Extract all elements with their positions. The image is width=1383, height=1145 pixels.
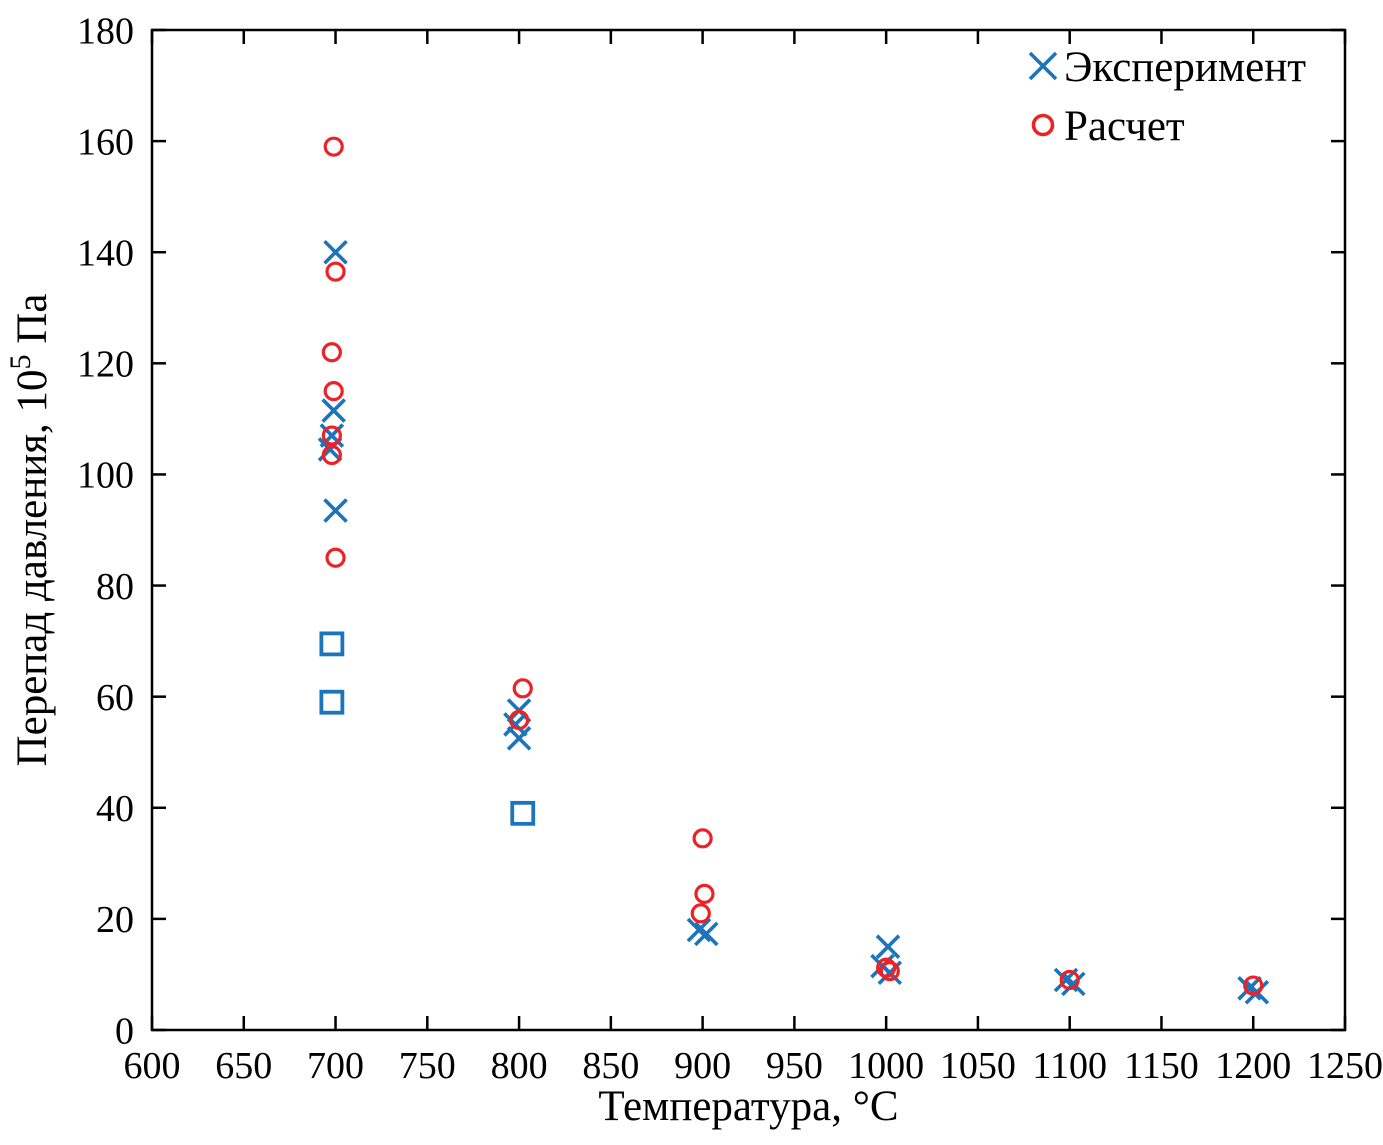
data-point xyxy=(692,828,713,849)
y-tick-label: 100 xyxy=(77,455,134,497)
x-tick-label: 850 xyxy=(582,1045,639,1087)
data-point xyxy=(323,136,344,157)
y-tick-label: 120 xyxy=(77,344,134,386)
x-tick-label: 900 xyxy=(674,1045,731,1087)
data-point xyxy=(1061,971,1086,997)
legend-item: Эксперимент xyxy=(1028,44,1306,91)
x-tick-label: 1000 xyxy=(848,1045,924,1087)
x-tick-label: 750 xyxy=(399,1045,456,1087)
y-tick-label: 40 xyxy=(96,788,134,830)
data-point xyxy=(321,444,342,466)
x-tick-label: 1250 xyxy=(1307,1045,1383,1087)
data-point xyxy=(321,425,342,446)
x-tick-label: 800 xyxy=(491,1045,548,1087)
series-o xyxy=(321,136,1264,996)
x-tick-label: 950 xyxy=(766,1045,823,1087)
legend-label: Эксперимент xyxy=(1064,44,1306,91)
legend-item: Расчет xyxy=(1031,103,1185,150)
x-tick-label: 1200 xyxy=(1215,1045,1291,1087)
data-point xyxy=(694,921,719,947)
data-point xyxy=(323,381,344,402)
data-point xyxy=(503,712,528,737)
data-point xyxy=(686,917,712,943)
legend: Эксперимент Расчет xyxy=(1028,44,1306,150)
x-tick-label: 650 xyxy=(215,1045,272,1087)
legend-label: Расчет xyxy=(1064,103,1185,150)
x-tick-label: 600 xyxy=(124,1045,181,1087)
data-point xyxy=(879,961,900,982)
y-tick-label: 160 xyxy=(77,121,134,163)
data-point xyxy=(319,689,345,715)
data-point xyxy=(512,678,533,699)
data-point xyxy=(690,903,711,924)
series-x xyxy=(317,239,1270,1005)
data-point xyxy=(321,342,342,363)
data-point xyxy=(694,883,715,904)
data-point xyxy=(876,957,897,978)
x-tick-label: 1150 xyxy=(1124,1045,1199,1087)
data-point xyxy=(325,261,346,282)
data-point xyxy=(1237,976,1262,1001)
data-point xyxy=(1059,969,1080,991)
y-axis-label: Перепад давления, 105 Па xyxy=(4,294,56,767)
data-point xyxy=(323,239,348,265)
x-tick-label: 1100 xyxy=(1032,1045,1107,1087)
data-point xyxy=(875,934,901,959)
legend-marker-x xyxy=(1028,51,1058,81)
data-point xyxy=(319,631,345,657)
data-point xyxy=(508,709,530,731)
y-tick-label: 60 xyxy=(96,677,134,719)
x-tick-label: 1050 xyxy=(940,1045,1016,1087)
x-axis-label: Температура, °C xyxy=(598,1083,898,1130)
data-point xyxy=(506,726,532,751)
legend-marker-o xyxy=(1031,113,1055,137)
data-point xyxy=(325,547,346,568)
x-tick-label: 700 xyxy=(307,1045,364,1087)
series-square xyxy=(319,631,536,826)
data-point xyxy=(323,498,348,523)
y-tick-label: 80 xyxy=(96,566,134,608)
plot-box xyxy=(150,28,1347,1032)
y-tick-label: 140 xyxy=(77,233,134,275)
data-point xyxy=(510,800,536,826)
y-tick-label: 180 xyxy=(77,10,134,52)
data-point xyxy=(1243,975,1264,996)
y-tick-label: 20 xyxy=(96,899,134,941)
y-tick-label: 0 xyxy=(115,1010,134,1052)
data-point xyxy=(321,398,346,423)
